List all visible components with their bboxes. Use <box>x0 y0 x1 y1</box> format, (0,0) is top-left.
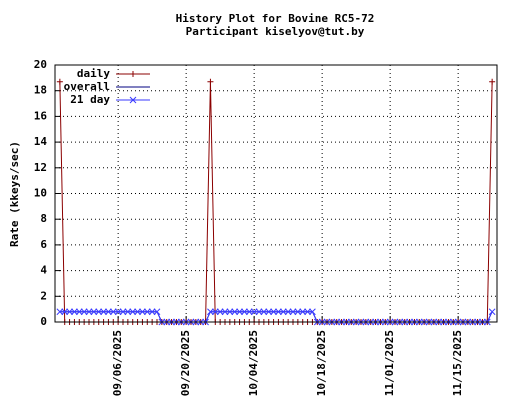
chart-subtitle: Participant kiselyov@tut.by <box>186 25 365 38</box>
marker <box>100 308 107 316</box>
marker <box>250 308 258 316</box>
marker <box>95 308 103 316</box>
marker <box>71 308 78 316</box>
marker <box>255 308 263 316</box>
x-tick-label: 09/20/2025 <box>179 330 192 396</box>
marker <box>143 308 151 316</box>
legend-label: 21 day <box>70 93 110 106</box>
marker <box>231 308 239 316</box>
y-tick-label: 8 <box>40 212 47 225</box>
marker <box>80 308 88 316</box>
y-tick-label: 20 <box>34 58 47 71</box>
marker <box>289 308 297 316</box>
marker <box>211 308 219 316</box>
marker <box>105 308 112 316</box>
marker <box>221 308 229 316</box>
y-tick-label: 6 <box>40 238 47 251</box>
y-axis-label: Rate (kkeys/sec) <box>8 141 21 247</box>
marker <box>265 308 273 316</box>
marker <box>294 308 302 316</box>
marker <box>109 308 117 316</box>
marker <box>304 308 311 316</box>
marker <box>124 308 132 316</box>
marker <box>226 308 234 316</box>
x-tick-label: 09/06/2025 <box>111 330 124 396</box>
x-tick-label: 11/15/2025 <box>451 330 464 396</box>
plot-border <box>54 64 498 323</box>
marker <box>260 308 268 316</box>
y-tick-label: 12 <box>34 161 47 174</box>
marker <box>85 308 93 316</box>
marker <box>279 308 287 316</box>
marker <box>56 308 64 316</box>
marker <box>489 78 496 85</box>
x-tick-label: 10/18/2025 <box>315 330 328 396</box>
chart-title: History Plot for Bovine RC5-72 <box>176 12 375 25</box>
marker <box>299 308 307 316</box>
marker <box>153 308 161 316</box>
marker <box>148 308 156 316</box>
marker <box>309 308 316 316</box>
marker <box>56 78 63 85</box>
marker <box>216 308 224 316</box>
marker <box>236 308 243 316</box>
marker <box>139 308 146 316</box>
x-tick-label: 10/04/2025 <box>247 330 260 396</box>
marker <box>90 308 98 316</box>
legend-label: overall <box>64 80 110 93</box>
marker <box>61 308 69 316</box>
marker <box>488 308 496 316</box>
marker <box>207 308 214 316</box>
y-tick-label: 16 <box>34 109 48 122</box>
marker <box>75 308 83 316</box>
y-tick-label: 18 <box>34 84 47 97</box>
marker <box>129 96 137 104</box>
marker <box>241 308 248 316</box>
marker <box>245 308 253 316</box>
marker <box>129 308 137 316</box>
marker <box>207 78 214 85</box>
y-tick-label: 2 <box>40 289 47 302</box>
marker <box>275 308 282 316</box>
marker <box>130 71 136 77</box>
legend-label: daily <box>77 67 110 80</box>
x-tick-label: 11/01/2025 <box>383 330 396 396</box>
marker <box>114 308 122 316</box>
y-tick-label: 4 <box>40 264 47 277</box>
y-tick-label: 10 <box>34 187 47 200</box>
marker <box>270 308 277 316</box>
marker <box>134 308 141 316</box>
y-tick-label: 14 <box>34 135 48 148</box>
marker <box>66 308 73 316</box>
marker <box>284 308 292 316</box>
marker <box>119 308 127 316</box>
y-tick-label: 0 <box>40 315 47 328</box>
